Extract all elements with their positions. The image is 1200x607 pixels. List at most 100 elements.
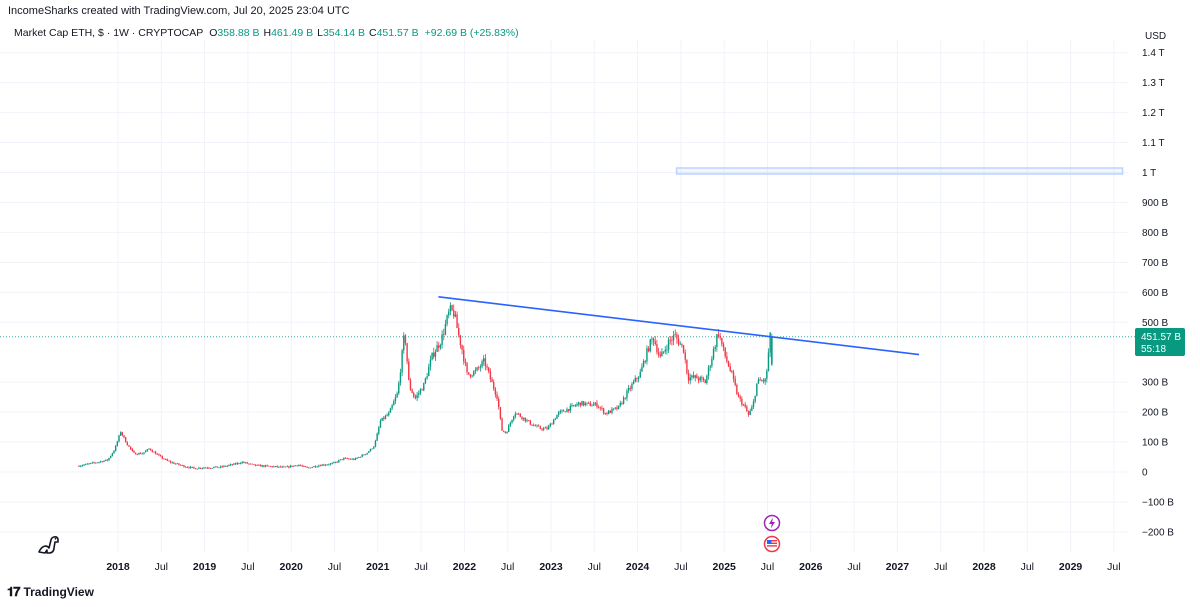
candle-body bbox=[606, 413, 608, 415]
candle-body bbox=[88, 463, 90, 465]
currency-label[interactable]: USD bbox=[1145, 31, 1166, 42]
candle-body bbox=[98, 461, 100, 463]
dinosaur-icon[interactable] bbox=[36, 530, 62, 556]
time-axis-label: 2021 bbox=[366, 561, 390, 573]
candle-body bbox=[161, 456, 163, 459]
candle-body bbox=[473, 371, 475, 376]
candle-body bbox=[641, 366, 643, 372]
time-axis-label: Jul bbox=[155, 561, 168, 573]
candle-body bbox=[474, 370, 477, 372]
candle-body bbox=[371, 448, 373, 450]
current-price-badge: 451.57 B 55:18 bbox=[1135, 328, 1185, 356]
candle-body bbox=[691, 375, 693, 378]
candle-body bbox=[229, 464, 232, 466]
candle-body bbox=[103, 460, 105, 462]
open-value: 358.88 B bbox=[217, 27, 260, 39]
resistance-trendline[interactable] bbox=[438, 295, 920, 356]
candlestick-series bbox=[78, 302, 773, 470]
candle-body bbox=[677, 338, 680, 345]
candle-body bbox=[406, 343, 408, 362]
candle-body bbox=[521, 416, 523, 420]
candle-body bbox=[489, 371, 492, 380]
target-zone-rect[interactable] bbox=[675, 167, 1124, 175]
candle-body bbox=[209, 468, 212, 469]
candle-body bbox=[241, 461, 243, 464]
candle-body bbox=[316, 466, 318, 468]
price-axis-label: 1.1 T bbox=[1142, 138, 1165, 149]
candle-body bbox=[736, 385, 738, 395]
price-axis-label: 1.4 T bbox=[1142, 48, 1165, 59]
candle-body bbox=[647, 348, 650, 352]
time-axis-label: 2026 bbox=[799, 561, 823, 573]
candle-body bbox=[424, 378, 427, 384]
candle-body bbox=[526, 420, 528, 422]
candle-body bbox=[196, 468, 198, 470]
candle-body bbox=[183, 465, 185, 467]
candle-body bbox=[572, 405, 575, 406]
candle-body bbox=[288, 466, 290, 468]
candle-body bbox=[478, 367, 480, 369]
candle-body bbox=[314, 466, 317, 468]
candle-body bbox=[324, 464, 327, 466]
time-axis-label: Jul bbox=[328, 561, 341, 573]
candle-body bbox=[672, 335, 675, 341]
bar-countdown: 55:18 bbox=[1141, 344, 1166, 355]
time-axis[interactable]: 2018 Jul 2019 Jul 2020 Jul 2021 Jul 2022 Jul 2023 J… bbox=[106, 561, 1120, 573]
candle-body bbox=[747, 411, 750, 415]
candle-body bbox=[414, 396, 417, 399]
candle-body bbox=[388, 412, 390, 416]
candle-body bbox=[611, 408, 613, 413]
candle-body bbox=[284, 466, 287, 468]
candle-body bbox=[373, 446, 375, 449]
trendline[interactable] bbox=[438, 295, 920, 356]
candle-body bbox=[627, 387, 630, 391]
us-flag-event-icon[interactable] bbox=[763, 535, 781, 553]
candle-body bbox=[334, 461, 337, 463]
candle-body bbox=[124, 437, 127, 443]
candle-body bbox=[471, 375, 473, 377]
candle-body bbox=[617, 405, 620, 409]
candle-body bbox=[456, 314, 458, 328]
candle-body bbox=[582, 401, 585, 406]
candle-body bbox=[83, 464, 85, 466]
candle-body bbox=[228, 465, 230, 466]
candle-body bbox=[547, 426, 550, 430]
lightning-event-icon[interactable] bbox=[763, 514, 781, 532]
target-zone[interactable] bbox=[675, 167, 1124, 175]
low-value: 354.14 B bbox=[322, 27, 365, 39]
candle-body bbox=[639, 371, 641, 378]
candle-body bbox=[552, 419, 555, 424]
candle-body bbox=[323, 464, 325, 466]
candle-body bbox=[271, 466, 273, 468]
candle-body bbox=[644, 361, 646, 362]
price-axis[interactable]: 1.4 T 1.3 T 1.2 T 1.1 T 1 T 900 B 800 B 700 B 60… bbox=[1142, 48, 1174, 538]
candle-body bbox=[519, 414, 522, 417]
candle-body bbox=[656, 344, 658, 353]
candle-body bbox=[393, 401, 395, 406]
candle-body bbox=[108, 457, 110, 461]
candle-body bbox=[201, 468, 203, 469]
candle-body bbox=[369, 448, 372, 452]
candle-body bbox=[512, 416, 515, 420]
symbol-title[interactable]: Market Cap ETH, $ · 1W · CRYPTOCAP bbox=[14, 27, 204, 39]
tradingview-logo[interactable]: 𝟏𝟕 TradingView bbox=[7, 584, 94, 600]
candle-body bbox=[726, 356, 728, 362]
candle-body bbox=[642, 361, 645, 367]
candle-body bbox=[208, 467, 210, 469]
candle-body bbox=[458, 327, 460, 336]
candle-body bbox=[511, 419, 513, 423]
candle-body bbox=[368, 451, 370, 453]
candle-body bbox=[464, 361, 467, 364]
candle-body bbox=[659, 354, 661, 357]
candle-body bbox=[203, 467, 205, 469]
candle-body bbox=[286, 466, 288, 468]
candle-body bbox=[769, 332, 771, 353]
candle-body bbox=[133, 450, 135, 453]
candle-body bbox=[343, 458, 345, 460]
candle-body bbox=[274, 466, 277, 467]
candle-body bbox=[539, 426, 542, 429]
candle-body bbox=[246, 462, 248, 464]
candle-body bbox=[709, 365, 711, 368]
candle-body bbox=[268, 465, 270, 467]
